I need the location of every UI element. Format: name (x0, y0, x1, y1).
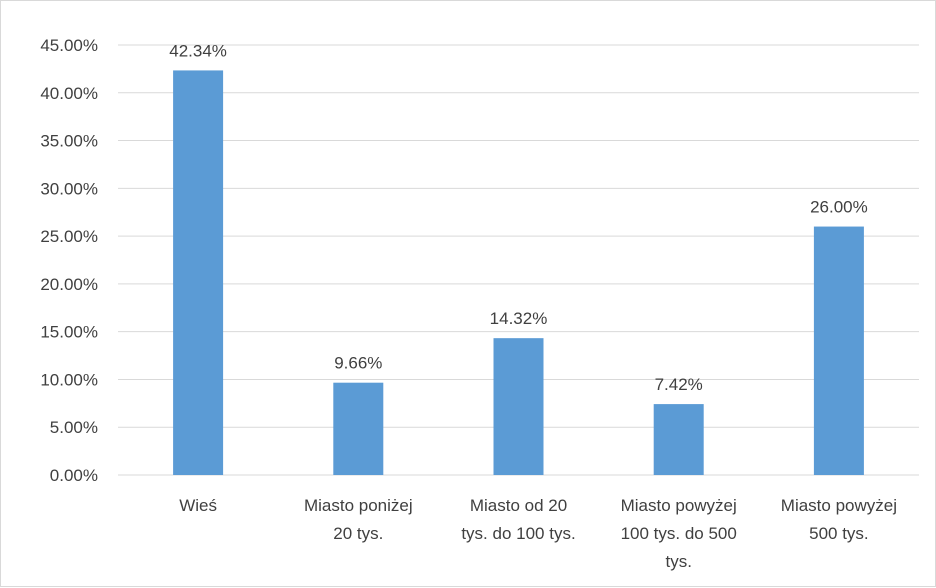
bar (813, 226, 864, 475)
x-tick-label: Miasto powyżej (621, 496, 737, 515)
bar (493, 338, 544, 475)
bar (173, 70, 224, 475)
bar (653, 404, 704, 475)
y-tick-label: 20.00% (40, 275, 98, 294)
y-tick-label: 35.00% (40, 132, 98, 151)
x-tick-label: Miasto poniżej (304, 496, 413, 515)
data-label: 9.66% (334, 354, 382, 373)
y-tick-label: 15.00% (40, 323, 98, 342)
x-tick-label: 100 tys. do 500 (621, 524, 737, 543)
x-tick-label: tys. (665, 552, 691, 571)
x-tick-label: Miasto powyżej (781, 496, 897, 515)
bar (333, 382, 384, 475)
data-label: 7.42% (655, 375, 703, 394)
x-tick-label: 500 tys. (809, 524, 869, 543)
data-label: 26.00% (810, 198, 868, 217)
x-tick-label: 20 tys. (333, 524, 383, 543)
y-tick-label: 40.00% (40, 84, 98, 103)
y-tick-label: 30.00% (40, 179, 98, 198)
data-label: 42.34% (169, 41, 227, 60)
y-tick-label: 0.00% (50, 466, 98, 485)
data-label: 14.32% (490, 309, 548, 328)
y-tick-label: 25.00% (40, 227, 98, 246)
x-tick-label: Miasto od 20 (470, 496, 567, 515)
x-tick-label: tys. do 100 tys. (461, 524, 575, 543)
y-tick-label: 10.00% (40, 370, 98, 389)
x-tick-label: Wieś (179, 496, 217, 515)
y-tick-label: 5.00% (50, 418, 98, 437)
y-tick-label: 45.00% (40, 36, 98, 55)
